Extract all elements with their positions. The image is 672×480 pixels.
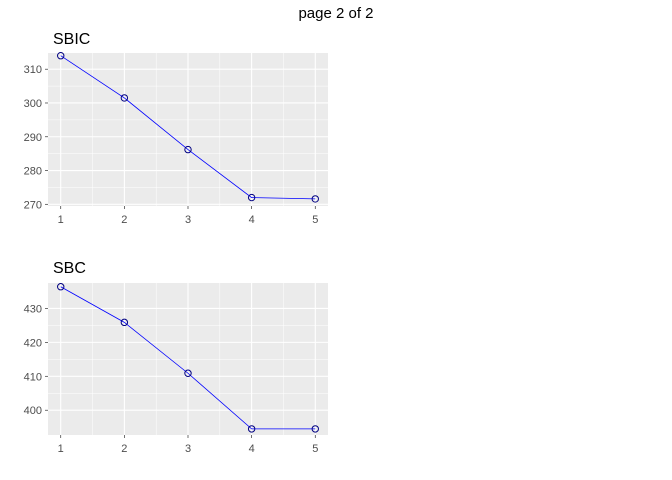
data-point — [247, 193, 256, 202]
series-line — [60, 55, 316, 200]
chart-title: SBC — [53, 260, 86, 277]
y-tick-label: 290 — [24, 132, 42, 144]
y-tick-label: 270 — [24, 199, 42, 211]
y-tick-label: 420 — [24, 337, 42, 349]
data-point — [184, 145, 192, 154]
y-tick-label: 430 — [24, 303, 42, 315]
x-tick-label: 4 — [249, 214, 255, 226]
page-caption: page 2 of 2 — [298, 5, 374, 22]
x-tick-label: 2 — [121, 214, 127, 226]
x-tick-label: 3 — [185, 214, 191, 226]
x-tick-label: 3 — [185, 443, 191, 455]
data-point — [120, 318, 129, 327]
x-tick-label: 5 — [312, 214, 318, 226]
data-point — [57, 283, 65, 291]
data-point — [184, 369, 192, 377]
x-tick-label: 1 — [58, 443, 64, 455]
y-tick-label: 310 — [24, 64, 42, 76]
y-tick-label: 280 — [24, 166, 42, 178]
x-tick-label: 1 — [58, 214, 64, 226]
y-tick-label: 410 — [24, 371, 42, 383]
chart-title: SBIC — [53, 31, 90, 48]
data-point — [311, 425, 319, 433]
data-point — [311, 195, 319, 203]
x-tick-label: 4 — [249, 443, 255, 455]
y-tick-label: 300 — [24, 98, 42, 110]
series-line — [60, 286, 316, 430]
data-point — [120, 94, 129, 102]
x-tick-label: 5 — [312, 443, 318, 455]
data-point — [57, 52, 65, 60]
data-point — [247, 425, 256, 433]
x-tick-label: 2 — [121, 443, 127, 455]
y-tick-label: 400 — [24, 405, 42, 417]
